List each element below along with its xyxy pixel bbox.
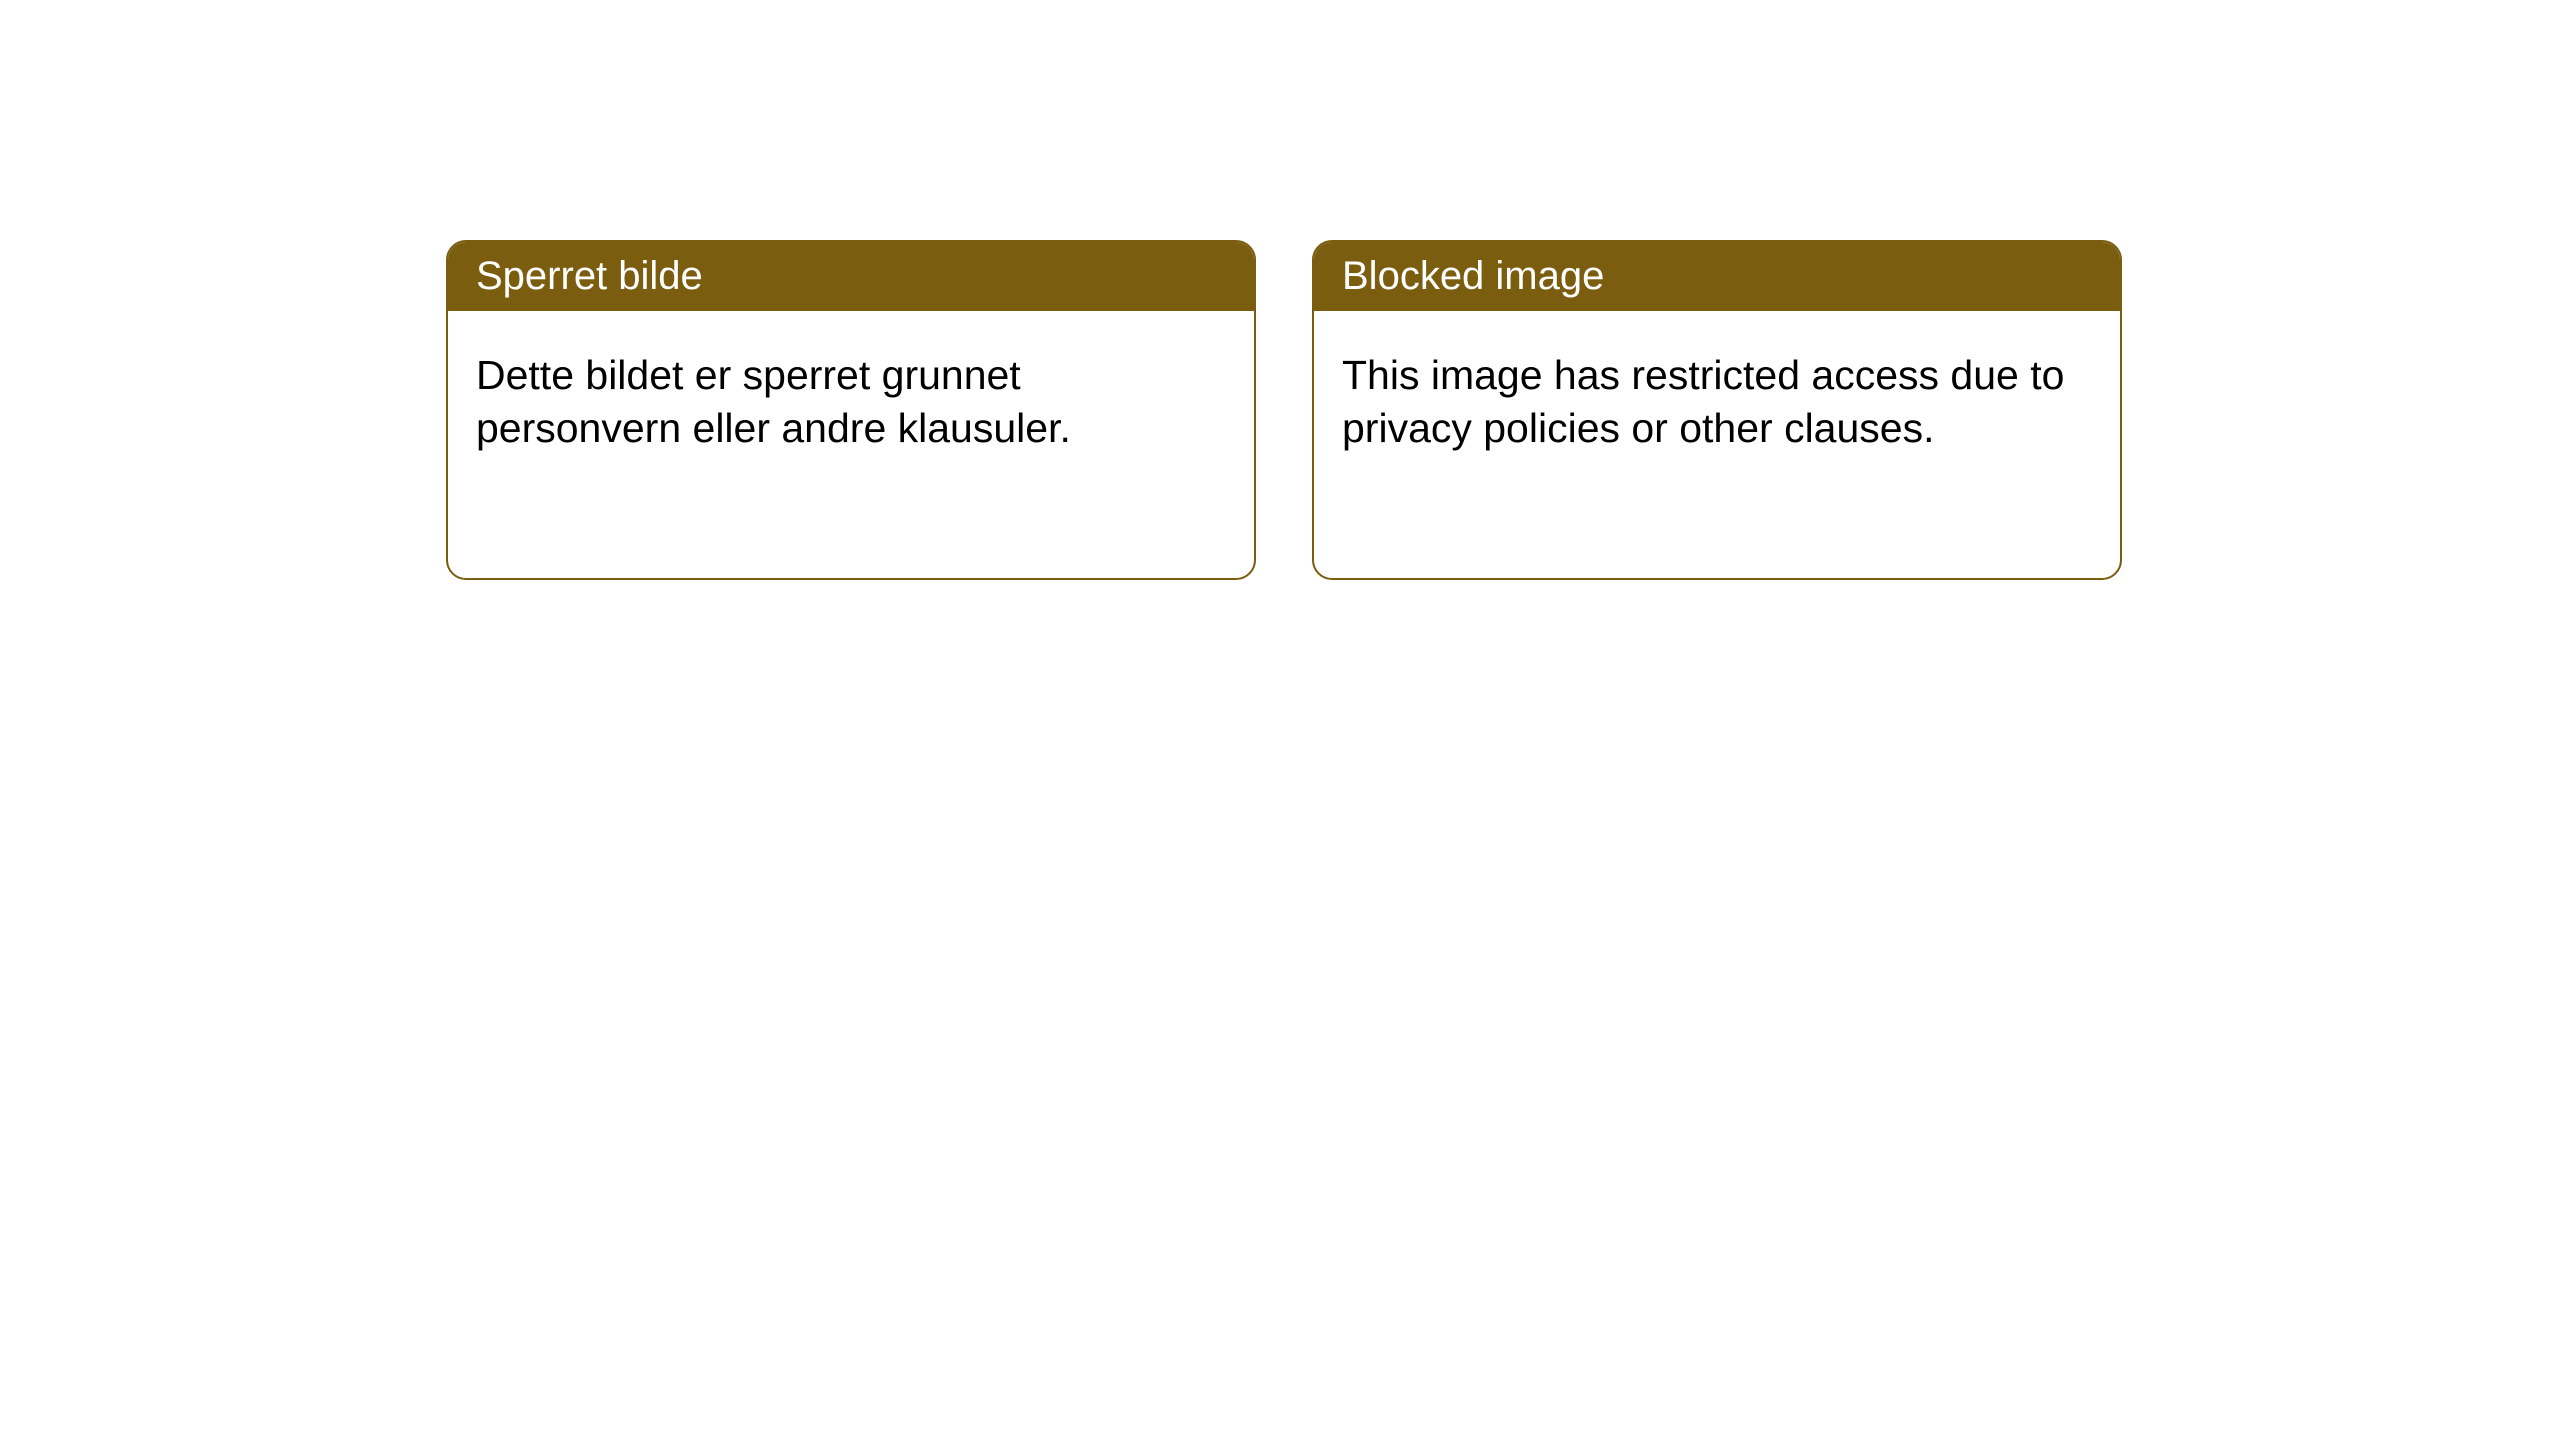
notice-card-norwegian: Sperret bilde Dette bildet er sperret gr… (446, 240, 1256, 580)
notice-title: Sperret bilde (476, 254, 703, 298)
notice-body-text: Dette bildet er sperret grunnet personve… (476, 352, 1071, 451)
notice-body: Dette bildet er sperret grunnet personve… (448, 311, 1254, 494)
notice-container: Sperret bilde Dette bildet er sperret gr… (0, 0, 2560, 580)
notice-header: Blocked image (1314, 242, 2120, 311)
notice-body-text: This image has restricted access due to … (1342, 352, 2064, 451)
notice-body: This image has restricted access due to … (1314, 311, 2120, 494)
notice-card-english: Blocked image This image has restricted … (1312, 240, 2122, 580)
notice-header: Sperret bilde (448, 242, 1254, 311)
notice-title: Blocked image (1342, 254, 1604, 298)
